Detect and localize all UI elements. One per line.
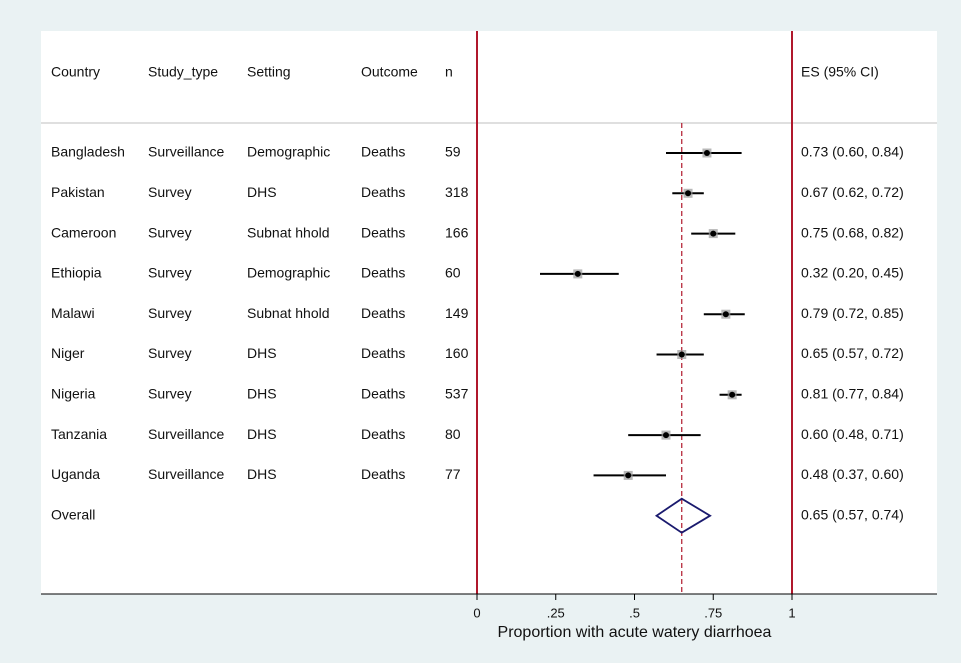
row-es-label: 0.67 (0.62, 0.72) <box>801 184 904 200</box>
point-estimate <box>678 351 685 358</box>
point-estimate <box>685 190 692 197</box>
forest-plot-panel: Country Study_type Setting Outcome n ES (95% … <box>41 31 937 641</box>
row-setting: DHS <box>247 345 277 361</box>
overall-es-label: 0.65 (0.57, 0.74) <box>801 506 904 522</box>
row-setting: Demographic <box>247 144 330 160</box>
overall-label: Overall <box>51 506 95 522</box>
row-study-type: Surveillance <box>148 144 224 160</box>
x-tick-label: .25 <box>547 605 565 620</box>
row-country: Pakistan <box>51 184 105 200</box>
row-outcome: Deaths <box>361 345 405 361</box>
point-estimate <box>574 270 581 277</box>
row-country: Nigeria <box>51 386 96 402</box>
row-outcome: Deaths <box>361 305 405 321</box>
row-study-type: Survey <box>148 305 192 321</box>
row-study-type: Survey <box>148 224 192 240</box>
column-header-setting: Setting <box>247 64 291 80</box>
x-tick-label: .75 <box>704 605 722 620</box>
row-outcome: Deaths <box>361 144 405 160</box>
row-n: 166 <box>445 224 469 240</box>
row-outcome: Deaths <box>361 386 405 402</box>
row-country: Niger <box>51 345 85 361</box>
study-row: Bangladesh Surveillance Demographic Deaths 5… <box>51 144 904 160</box>
row-outcome: Deaths <box>361 224 405 240</box>
study-row: Nigeria Survey DHS Deaths 537 0.81 (0.77, 0.8… <box>51 386 904 402</box>
study-row: Ethiopia Survey Demographic Deaths 60 0.32 (0… <box>51 265 904 281</box>
column-header-study-type: Study_type <box>148 64 218 80</box>
row-country: Uganda <box>51 466 100 482</box>
column-header-n: n <box>445 64 453 80</box>
row-study-type: Surveillance <box>148 426 224 442</box>
row-es-label: 0.60 (0.48, 0.71) <box>801 426 904 442</box>
row-study-type: Survey <box>148 184 192 200</box>
point-estimate <box>729 391 736 398</box>
row-es-label: 0.32 (0.20, 0.45) <box>801 265 904 281</box>
row-study-type: Survey <box>148 345 192 361</box>
row-es-label: 0.79 (0.72, 0.85) <box>801 305 904 321</box>
overall-row: Overall 0.65 (0.57, 0.74) <box>51 497 904 534</box>
forest-plot: Country Study_type Setting Outcome n ES (95% … <box>41 31 937 641</box>
row-es-label: 0.48 (0.37, 0.60) <box>801 466 904 482</box>
x-tick-label: 0 <box>473 605 480 620</box>
row-country: Bangladesh <box>51 144 125 160</box>
row-country: Ethiopia <box>51 265 102 281</box>
row-setting: Subnat hhold <box>247 305 330 321</box>
row-study-type: Survey <box>148 265 192 281</box>
row-study-type: Surveillance <box>148 466 224 482</box>
point-estimate <box>663 432 669 439</box>
row-n: 59 <box>445 144 461 160</box>
row-n: 318 <box>445 184 469 200</box>
study-row: Tanzania Surveillance DHS Deaths 80 0.60 (0.4… <box>51 426 904 442</box>
row-es-label: 0.65 (0.57, 0.72) <box>801 345 904 361</box>
point-estimate <box>625 472 632 479</box>
row-setting: DHS <box>247 184 277 200</box>
column-header-country: Country <box>51 64 100 80</box>
row-outcome: Deaths <box>361 184 405 200</box>
x-tick-label: .5 <box>629 605 640 620</box>
row-n: 77 <box>445 466 461 482</box>
row-country: Cameroon <box>51 224 116 240</box>
row-n: 537 <box>445 386 469 402</box>
row-es-label: 0.73 (0.60, 0.84) <box>801 144 904 160</box>
row-study-type: Survey <box>148 386 192 402</box>
column-header-outcome: Outcome <box>361 64 418 80</box>
column-header-es: ES (95% CI) <box>801 64 879 80</box>
study-row: Cameroon Survey Subnat hhold Deaths 166 0.75 … <box>51 224 904 240</box>
study-row: Malawi Survey Subnat hhold Deaths 149 0.79 (0… <box>51 305 904 321</box>
row-n: 60 <box>445 265 461 281</box>
x-tick-label: 1 <box>788 605 795 620</box>
row-outcome: Deaths <box>361 466 405 482</box>
point-estimate <box>703 150 710 156</box>
overall-diamond <box>654 497 712 534</box>
row-n: 149 <box>445 305 469 321</box>
point-estimate <box>710 230 717 237</box>
study-row: Pakistan Survey DHS Deaths 318 0.67 (0.62, 0.… <box>51 184 904 200</box>
row-setting: DHS <box>247 386 277 402</box>
row-es-label: 0.81 (0.77, 0.84) <box>801 386 904 402</box>
row-outcome: Deaths <box>361 426 405 442</box>
study-row: Uganda Surveillance DHS Deaths 77 0.48 (0.37,… <box>51 466 904 482</box>
row-es-label: 0.75 (0.68, 0.82) <box>801 224 904 240</box>
row-n: 80 <box>445 426 461 442</box>
row-setting: Subnat hhold <box>247 224 330 240</box>
row-outcome: Deaths <box>361 265 405 281</box>
study-row: Niger Survey DHS Deaths 160 0.65 (0.57, 0.72) <box>51 345 904 361</box>
row-n: 160 <box>445 345 469 361</box>
row-country: Tanzania <box>51 426 107 442</box>
row-setting: DHS <box>247 466 277 482</box>
row-country: Malawi <box>51 305 95 321</box>
row-setting: DHS <box>247 426 277 442</box>
x-axis-label: Proportion with acute watery diarrhoea <box>498 624 772 641</box>
point-estimate <box>722 311 729 318</box>
row-setting: Demographic <box>247 265 330 281</box>
